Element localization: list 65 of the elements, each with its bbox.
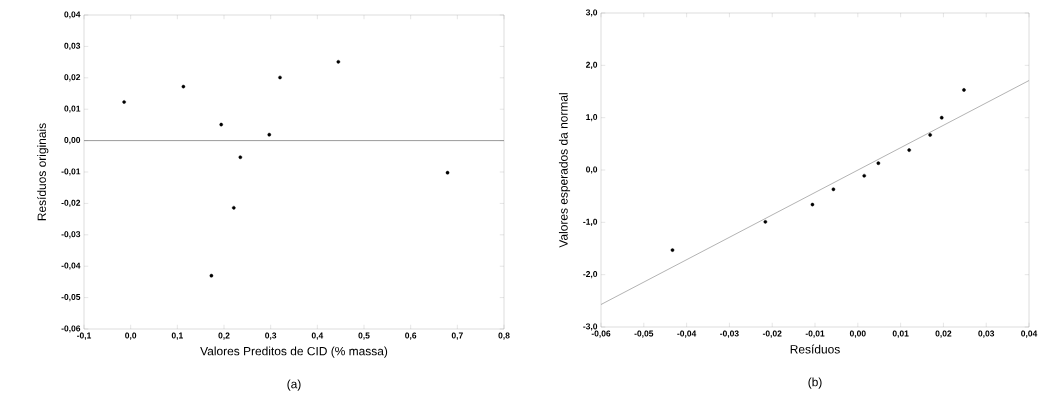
x-tick-label: -0,04	[677, 330, 697, 338]
x-tick-label: -0,1	[77, 332, 92, 340]
x-tick-label: -0,02	[762, 330, 782, 338]
point	[209, 273, 214, 278]
point	[862, 173, 867, 178]
y-tick-label: 0,0	[586, 166, 598, 174]
x-tick-label: 0,01	[892, 330, 909, 338]
x-axis-title: Resíduos	[790, 344, 840, 354]
point	[810, 202, 815, 207]
x-tick-label: -0,06	[591, 330, 611, 338]
y-tick-label: 0,02	[64, 74, 81, 82]
y-tick-label: -0,06	[61, 325, 81, 333]
x-tick-label: 0,1	[171, 332, 183, 340]
y-tick-label: 2,0	[586, 61, 598, 69]
x-axis-title: Valores Preditos de CID (% massa)	[200, 346, 388, 358]
y-tick-label: -0,03	[61, 231, 81, 239]
point	[238, 155, 243, 160]
y-tick-label: -0,04	[61, 262, 81, 270]
y-tick-label: 0,01	[64, 105, 81, 113]
x-tick-label: -0,03	[720, 330, 739, 338]
x-tick-label: 0,00	[849, 330, 866, 338]
y-tick-label: -2,0	[583, 271, 598, 279]
x-tick-label: 0,03	[978, 330, 995, 338]
y-axis-title: Valores esperados da normal	[558, 93, 571, 248]
y-tick-label: 0,00	[64, 137, 81, 145]
point	[831, 187, 836, 192]
y-tick-label: 0,03	[64, 42, 81, 51]
point	[962, 88, 966, 92]
x-tick-label: 0,5	[358, 332, 370, 340]
text: (b)	[808, 377, 822, 389]
x-tick-label: 0,04	[1021, 330, 1038, 338]
point	[763, 220, 768, 224]
x-tick-label: 0,6	[405, 332, 417, 340]
point	[267, 132, 272, 137]
point	[219, 122, 223, 127]
point	[445, 170, 450, 175]
point	[181, 84, 186, 89]
x-tick-label: 0,0	[125, 332, 137, 340]
point	[670, 248, 675, 252]
x-tick-label: 0,8	[498, 332, 510, 340]
y-tick-label: -3,0	[583, 323, 598, 331]
point	[122, 100, 126, 104]
point	[907, 148, 911, 152]
point	[336, 60, 341, 64]
point	[939, 115, 944, 120]
x-tick-label: 0,02	[935, 330, 952, 338]
y-tick-label: -0,02	[61, 199, 81, 208]
point	[278, 75, 282, 80]
y-tick-label: 3,0	[585, 9, 598, 17]
x-tick-label: 0,7	[451, 332, 463, 340]
x-tick-label: -0,01	[805, 330, 825, 338]
x-tick-label: 0,2	[218, 332, 230, 340]
y-tick-label: -1,0	[583, 218, 598, 226]
y-tick-label: -0,01	[61, 168, 81, 176]
point	[928, 133, 932, 137]
x-tick-label: 0,4	[311, 332, 324, 340]
y-axis-title: Resíduos originais	[37, 123, 49, 221]
text: (a)	[287, 379, 301, 391]
y-tick-label: 0,04	[64, 11, 81, 19]
point	[876, 161, 881, 165]
point	[232, 206, 236, 210]
y-tick-label: 1,0	[586, 114, 598, 122]
y-tick-label: -0,05	[61, 294, 81, 302]
x-tick-label: -0,05	[634, 330, 654, 338]
x-tick-label: 0,3	[265, 332, 277, 340]
